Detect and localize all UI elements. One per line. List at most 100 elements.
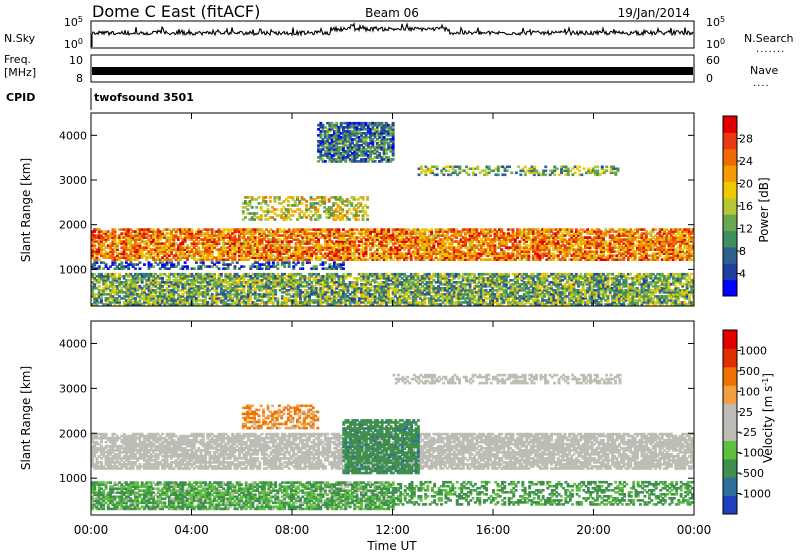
heatmap-cell <box>233 232 237 235</box>
heatmap-cell <box>224 252 228 255</box>
heatmap-cell <box>262 301 266 304</box>
heatmap-cell <box>534 254 538 257</box>
heatmap-cell <box>572 254 576 257</box>
heatmap-cell <box>195 291 198 294</box>
heatmap-cell <box>233 293 237 296</box>
heatmap-cell <box>260 232 264 235</box>
heatmap-cell <box>258 285 262 288</box>
heatmap-cell <box>342 261 345 264</box>
heatmap-cell <box>102 283 106 286</box>
heatmap-cell <box>346 240 350 243</box>
heatmap-cell <box>188 238 192 241</box>
heatmap-cell <box>91 277 94 280</box>
heatmap-cell <box>278 254 282 257</box>
heatmap-cell <box>240 275 244 278</box>
heatmap-cell <box>613 246 617 249</box>
heatmap-cell <box>265 240 268 243</box>
heatmap-cell <box>201 287 205 290</box>
heatmap-cell <box>165 295 169 298</box>
heatmap-cell <box>394 240 397 243</box>
heatmap-cell <box>192 258 196 261</box>
heatmap-cell <box>660 232 664 235</box>
heatmap-cell <box>195 289 198 292</box>
heatmap-cell <box>109 252 112 255</box>
heatmap-cell <box>421 258 424 261</box>
heatmap-cell <box>559 236 562 239</box>
heatmap-cell <box>240 285 244 288</box>
heatmap-cell <box>210 230 214 233</box>
heatmap-cell <box>244 275 248 278</box>
heatmap-cell <box>330 256 334 259</box>
heatmap-cell <box>369 256 372 259</box>
heatmap-cell <box>534 236 538 239</box>
heatmap-cell <box>328 246 332 249</box>
heatmap-cell <box>590 242 594 245</box>
heatmap-cell <box>143 263 146 266</box>
heatmap-cell <box>287 299 291 302</box>
heatmap-cell <box>176 254 180 257</box>
heatmap-cell <box>599 254 603 257</box>
heatmap-cell <box>120 267 124 270</box>
heatmap-cell <box>131 279 135 282</box>
heatmap-cell <box>328 238 332 241</box>
heatmap-cell <box>328 299 332 302</box>
heatmap-cell <box>552 240 556 243</box>
heatmap-cell <box>333 272 336 276</box>
heatmap-cell <box>563 228 567 231</box>
heatmap-cell <box>534 258 538 261</box>
heatmap-cell <box>283 303 287 306</box>
heatmap-cell <box>228 246 232 249</box>
heatmap-cell <box>292 295 296 298</box>
heatmap-cell <box>244 272 248 276</box>
heatmap-cell <box>154 289 158 292</box>
heatmap-cell <box>100 248 103 251</box>
heatmap-cell <box>161 236 164 239</box>
heatmap-cell <box>317 228 320 231</box>
heatmap-cell <box>314 248 318 251</box>
heatmap-cell <box>285 283 289 286</box>
heatmap-cell <box>455 256 458 259</box>
heatmap-cell <box>240 256 244 259</box>
heatmap-cell <box>265 236 268 239</box>
heatmap-cell <box>292 230 296 233</box>
heatmap-cell <box>482 244 486 247</box>
heatmap-cell <box>190 291 194 294</box>
heatmap-cell <box>321 248 325 251</box>
heatmap-cell <box>199 303 203 306</box>
heatmap-cell <box>152 283 155 286</box>
heatmap-cell <box>468 246 472 249</box>
heatmap-cell <box>407 250 411 253</box>
heatmap-cell <box>267 230 271 233</box>
heatmap-cell <box>536 242 540 245</box>
heatmap-cell <box>559 246 562 249</box>
heatmap-cell <box>136 258 140 261</box>
heatmap-cell <box>405 252 409 255</box>
heatmap-cell <box>353 256 357 259</box>
heatmap-cell <box>559 238 562 241</box>
heatmap-cell <box>219 254 223 257</box>
heatmap-cell <box>127 230 131 233</box>
heatmap-cell <box>195 252 198 255</box>
heatmap-cell <box>317 289 320 292</box>
heatmap-cell <box>504 238 508 241</box>
heatmap-cell <box>518 254 522 257</box>
heatmap-cell <box>656 258 660 261</box>
heatmap-cell <box>118 240 121 243</box>
heatmap-cell <box>550 228 553 231</box>
heatmap-cell <box>678 258 682 261</box>
heatmap-cell <box>565 248 569 251</box>
heatmap-cell <box>638 242 642 245</box>
heatmap-cell <box>156 228 160 231</box>
heatmap-cell <box>115 252 119 255</box>
heatmap-cell <box>409 254 413 257</box>
heatmap-cell <box>274 265 278 268</box>
heatmap-cell <box>342 272 345 276</box>
heatmap-cell <box>545 236 549 239</box>
heatmap-cell <box>308 246 311 249</box>
heatmap-cell <box>172 283 176 286</box>
heatmap-cell <box>468 228 472 231</box>
heatmap-cell <box>95 254 99 257</box>
heatmap-cell <box>563 238 567 241</box>
heatmap-cell <box>398 232 402 235</box>
